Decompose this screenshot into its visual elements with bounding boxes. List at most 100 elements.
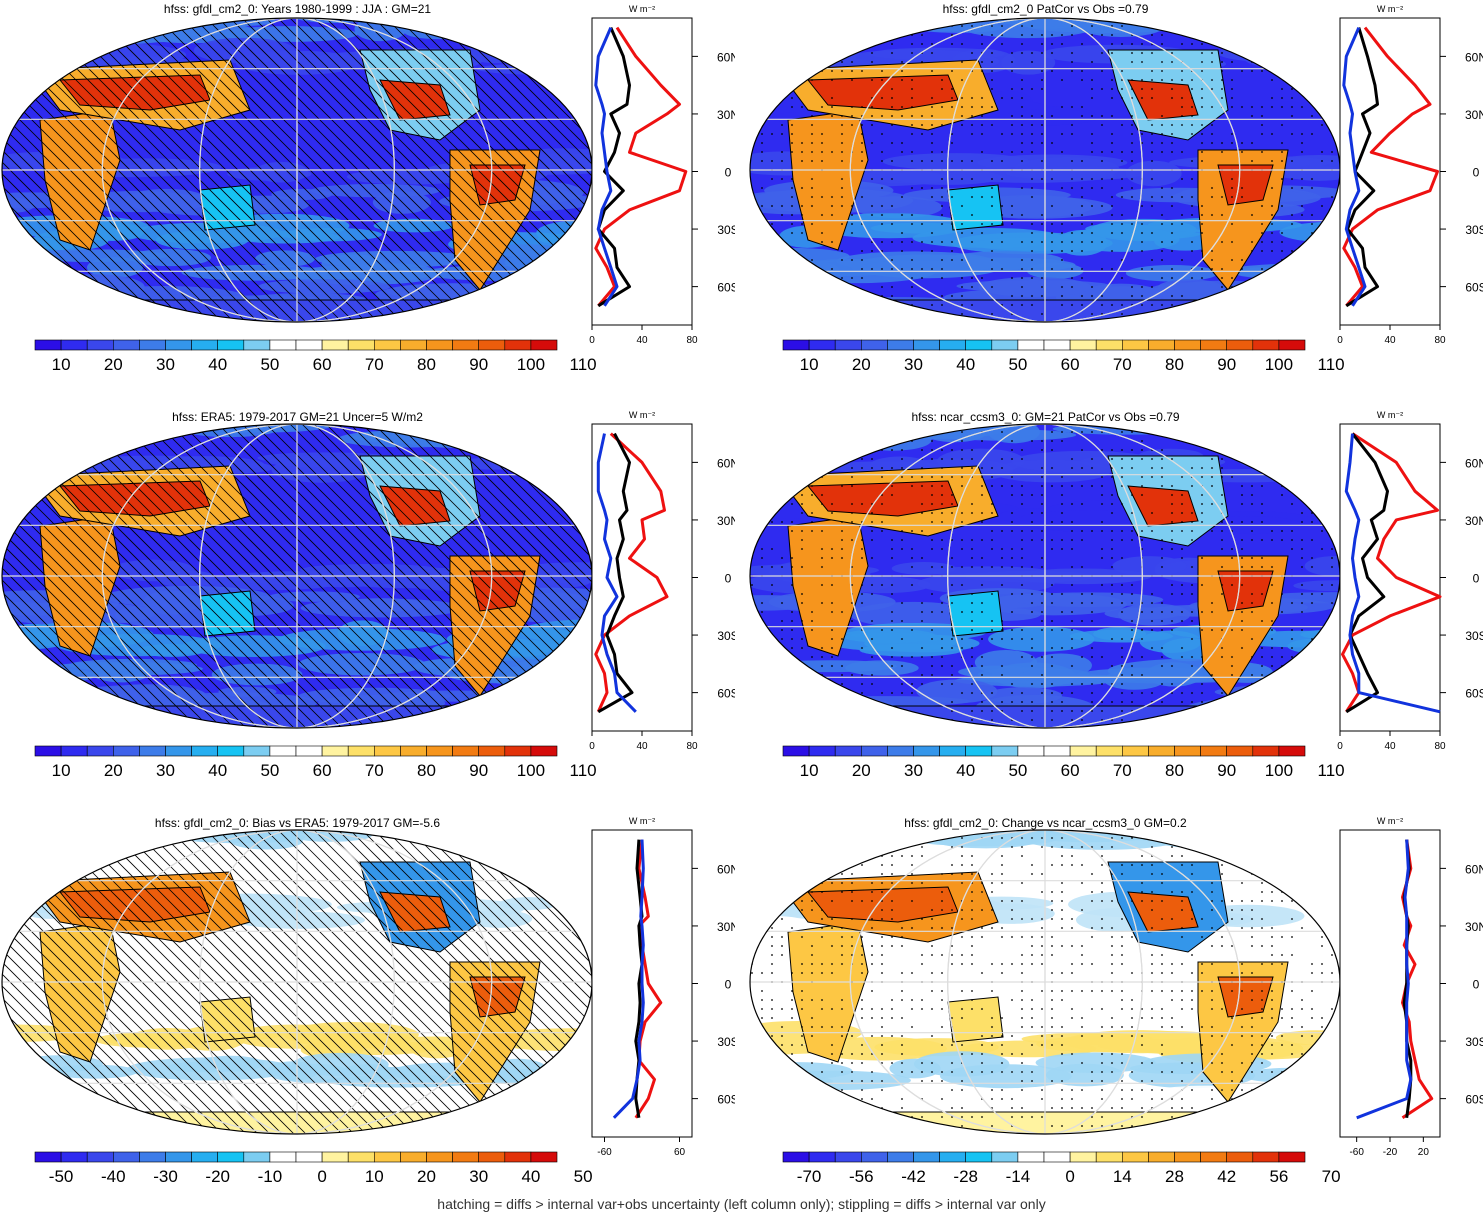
panel-title: hfss: ERA5: 1979-2017 GM=21 Uncer=5 W/m2 xyxy=(172,410,423,424)
colorbar-tick-label: 70 xyxy=(1322,1167,1341,1186)
colorbar-tick-label: -42 xyxy=(901,1167,926,1186)
profile-lat-label: 60N xyxy=(717,456,735,470)
colorbar-swatch xyxy=(861,745,888,757)
colorbar-swatch xyxy=(1043,339,1071,351)
colorbar-swatch xyxy=(269,339,297,351)
colorbar-swatch xyxy=(1069,745,1097,757)
profile-unit-label: W m⁻² xyxy=(1377,816,1403,826)
colorbar-tick-label: 60 xyxy=(313,761,332,780)
colorbar-tick-label: -20 xyxy=(205,1167,230,1186)
profile-lat-label: 0 xyxy=(725,572,732,586)
colorbar-tick-label: 110 xyxy=(570,355,597,374)
colorbar-swatch xyxy=(1069,339,1097,351)
colorbar-tick-label: -10 xyxy=(258,1167,283,1186)
colorbar-swatch xyxy=(834,745,862,757)
map-figure: 10 20 30 40 50 60 70 80 90 100 110 W m⁻² 60N 30N 0 30S 6… xyxy=(749,410,1483,780)
colorbar-swatch xyxy=(295,745,323,757)
colorbar-swatch xyxy=(1095,339,1123,351)
colorbar-swatch xyxy=(1200,339,1228,351)
colorbar-swatch xyxy=(400,745,427,757)
profile-lat-label: 60S xyxy=(1465,1093,1483,1107)
colorbar-swatch xyxy=(887,1151,914,1163)
map-graticule xyxy=(2,424,592,728)
profile-line-blue xyxy=(1344,433,1441,714)
colorbar-swatch xyxy=(452,339,480,351)
colorbar-swatch xyxy=(191,1151,219,1163)
colorbar-swatch xyxy=(991,339,1019,351)
map-field xyxy=(750,830,1340,1134)
colorbar-swatch xyxy=(834,339,862,351)
colorbar-swatch xyxy=(139,339,166,351)
colorbar-swatch xyxy=(139,1151,166,1163)
colorbar-swatch xyxy=(34,1151,62,1163)
panel-title: hfss: ncar_ccsm3_0: GM=21 PatCor vs Obs … xyxy=(911,410,1180,424)
colorbar-tick-label: 50 xyxy=(260,761,279,780)
profile-line-blue xyxy=(612,839,645,1119)
profile-lat-label: 30S xyxy=(1465,629,1483,643)
colorbar-tick-label: 40 xyxy=(956,355,975,374)
zonal-profile: W m⁻² 60N 30N 0 30S 60S -60 60 xyxy=(591,816,735,1158)
map-field xyxy=(750,424,1340,728)
colorbar-tick-label: 20 xyxy=(852,761,871,780)
colorbar-swatch xyxy=(347,745,375,757)
profile-x-tick-label: -60 xyxy=(597,1147,612,1158)
profile-unit-label: W m⁻² xyxy=(629,4,655,14)
profile-x-tick-label: 40 xyxy=(636,335,648,346)
colorbar-tick-label: 14 xyxy=(1113,1167,1132,1186)
profile-unit-label: W m⁻² xyxy=(1377,410,1403,420)
colorbar-swatch xyxy=(269,1151,297,1163)
map-graticule xyxy=(2,830,592,1134)
colorbar-swatch xyxy=(1252,745,1280,757)
colorbar-swatch xyxy=(295,1151,323,1163)
colorbar-swatch xyxy=(1252,1151,1280,1163)
colorbar-tick-label: -14 xyxy=(1006,1167,1031,1186)
colorbar-swatch xyxy=(113,1151,140,1163)
colorbar-swatch xyxy=(191,339,219,351)
profile-unit-label: W m⁻² xyxy=(629,816,655,826)
colorbar-swatch xyxy=(1278,339,1306,351)
colorbar-tick-label: 50 xyxy=(574,1167,593,1186)
colorbar-swatch xyxy=(139,745,166,757)
colorbar-swatch xyxy=(113,745,140,757)
colorbar-swatch xyxy=(373,339,401,351)
colorbar-tick-label: 80 xyxy=(417,761,436,780)
colorbar-tick-label: 56 xyxy=(1269,1167,1288,1186)
colorbar-swatch xyxy=(165,1151,192,1163)
profile-x-tick-label: 20 xyxy=(1418,1147,1430,1158)
colorbar-swatch xyxy=(165,745,192,757)
profile-lat-label: 0 xyxy=(1473,572,1480,586)
colorbar: 10 20 30 40 50 60 70 80 90 100 110 xyxy=(34,745,597,780)
colorbar-swatch xyxy=(426,339,453,351)
colorbar-tick-label: 30 xyxy=(156,761,175,780)
colorbar: 10 20 30 40 50 60 70 80 90 100 110 xyxy=(34,339,597,374)
colorbar-swatch xyxy=(965,1151,993,1163)
colorbar-swatch xyxy=(1174,745,1201,757)
zonal-profile: W m⁻² 60N 30N 0 30S 60S 0 40 80 xyxy=(1337,4,1483,346)
colorbar-tick-label: 50 xyxy=(260,355,279,374)
colorbar-swatch xyxy=(913,1151,940,1163)
map-panel-4: hfss: ncar_ccsm3_0: GM=21 PatCor vs Obs … xyxy=(748,406,1483,796)
profile-line-black xyxy=(596,27,631,308)
profile-lat-label: 0 xyxy=(725,978,732,992)
colorbar-swatch xyxy=(1121,1151,1149,1163)
colorbar-swatch xyxy=(939,1151,967,1163)
profile-unit-label: W m⁻² xyxy=(629,410,655,420)
colorbar-swatch xyxy=(939,339,967,351)
colorbar-tick-label: 90 xyxy=(469,355,488,374)
colorbar-tick-label: 80 xyxy=(1165,761,1184,780)
colorbar-swatch xyxy=(1252,339,1280,351)
colorbar-swatch xyxy=(1095,745,1123,757)
colorbar-swatch xyxy=(400,1151,427,1163)
colorbar-tick-label: 42 xyxy=(1217,1167,1236,1186)
colorbar: -50 -40 -30 -20 -10 0 10 20 30 40 50 xyxy=(34,1151,593,1186)
colorbar-tick-label: 10 xyxy=(365,1167,384,1186)
map-figure: -50 -40 -30 -20 -10 0 10 20 30 40 50 W m⁻² 60N 30N 0 30… xyxy=(1,816,735,1186)
profile-x-tick-label: 40 xyxy=(1384,335,1396,346)
colorbar-swatch xyxy=(1226,745,1254,757)
map-panel-6: hfss: gfdl_cm2_0: Change vs ncar_ccsm3_0… xyxy=(748,812,1483,1202)
colorbar-tick-label: 40 xyxy=(521,1167,540,1186)
profile-line-red xyxy=(1342,26,1439,307)
colorbar-swatch xyxy=(113,339,140,351)
colorbar-tick-label: -40 xyxy=(101,1167,126,1186)
profile-lat-label: 60S xyxy=(717,281,735,295)
